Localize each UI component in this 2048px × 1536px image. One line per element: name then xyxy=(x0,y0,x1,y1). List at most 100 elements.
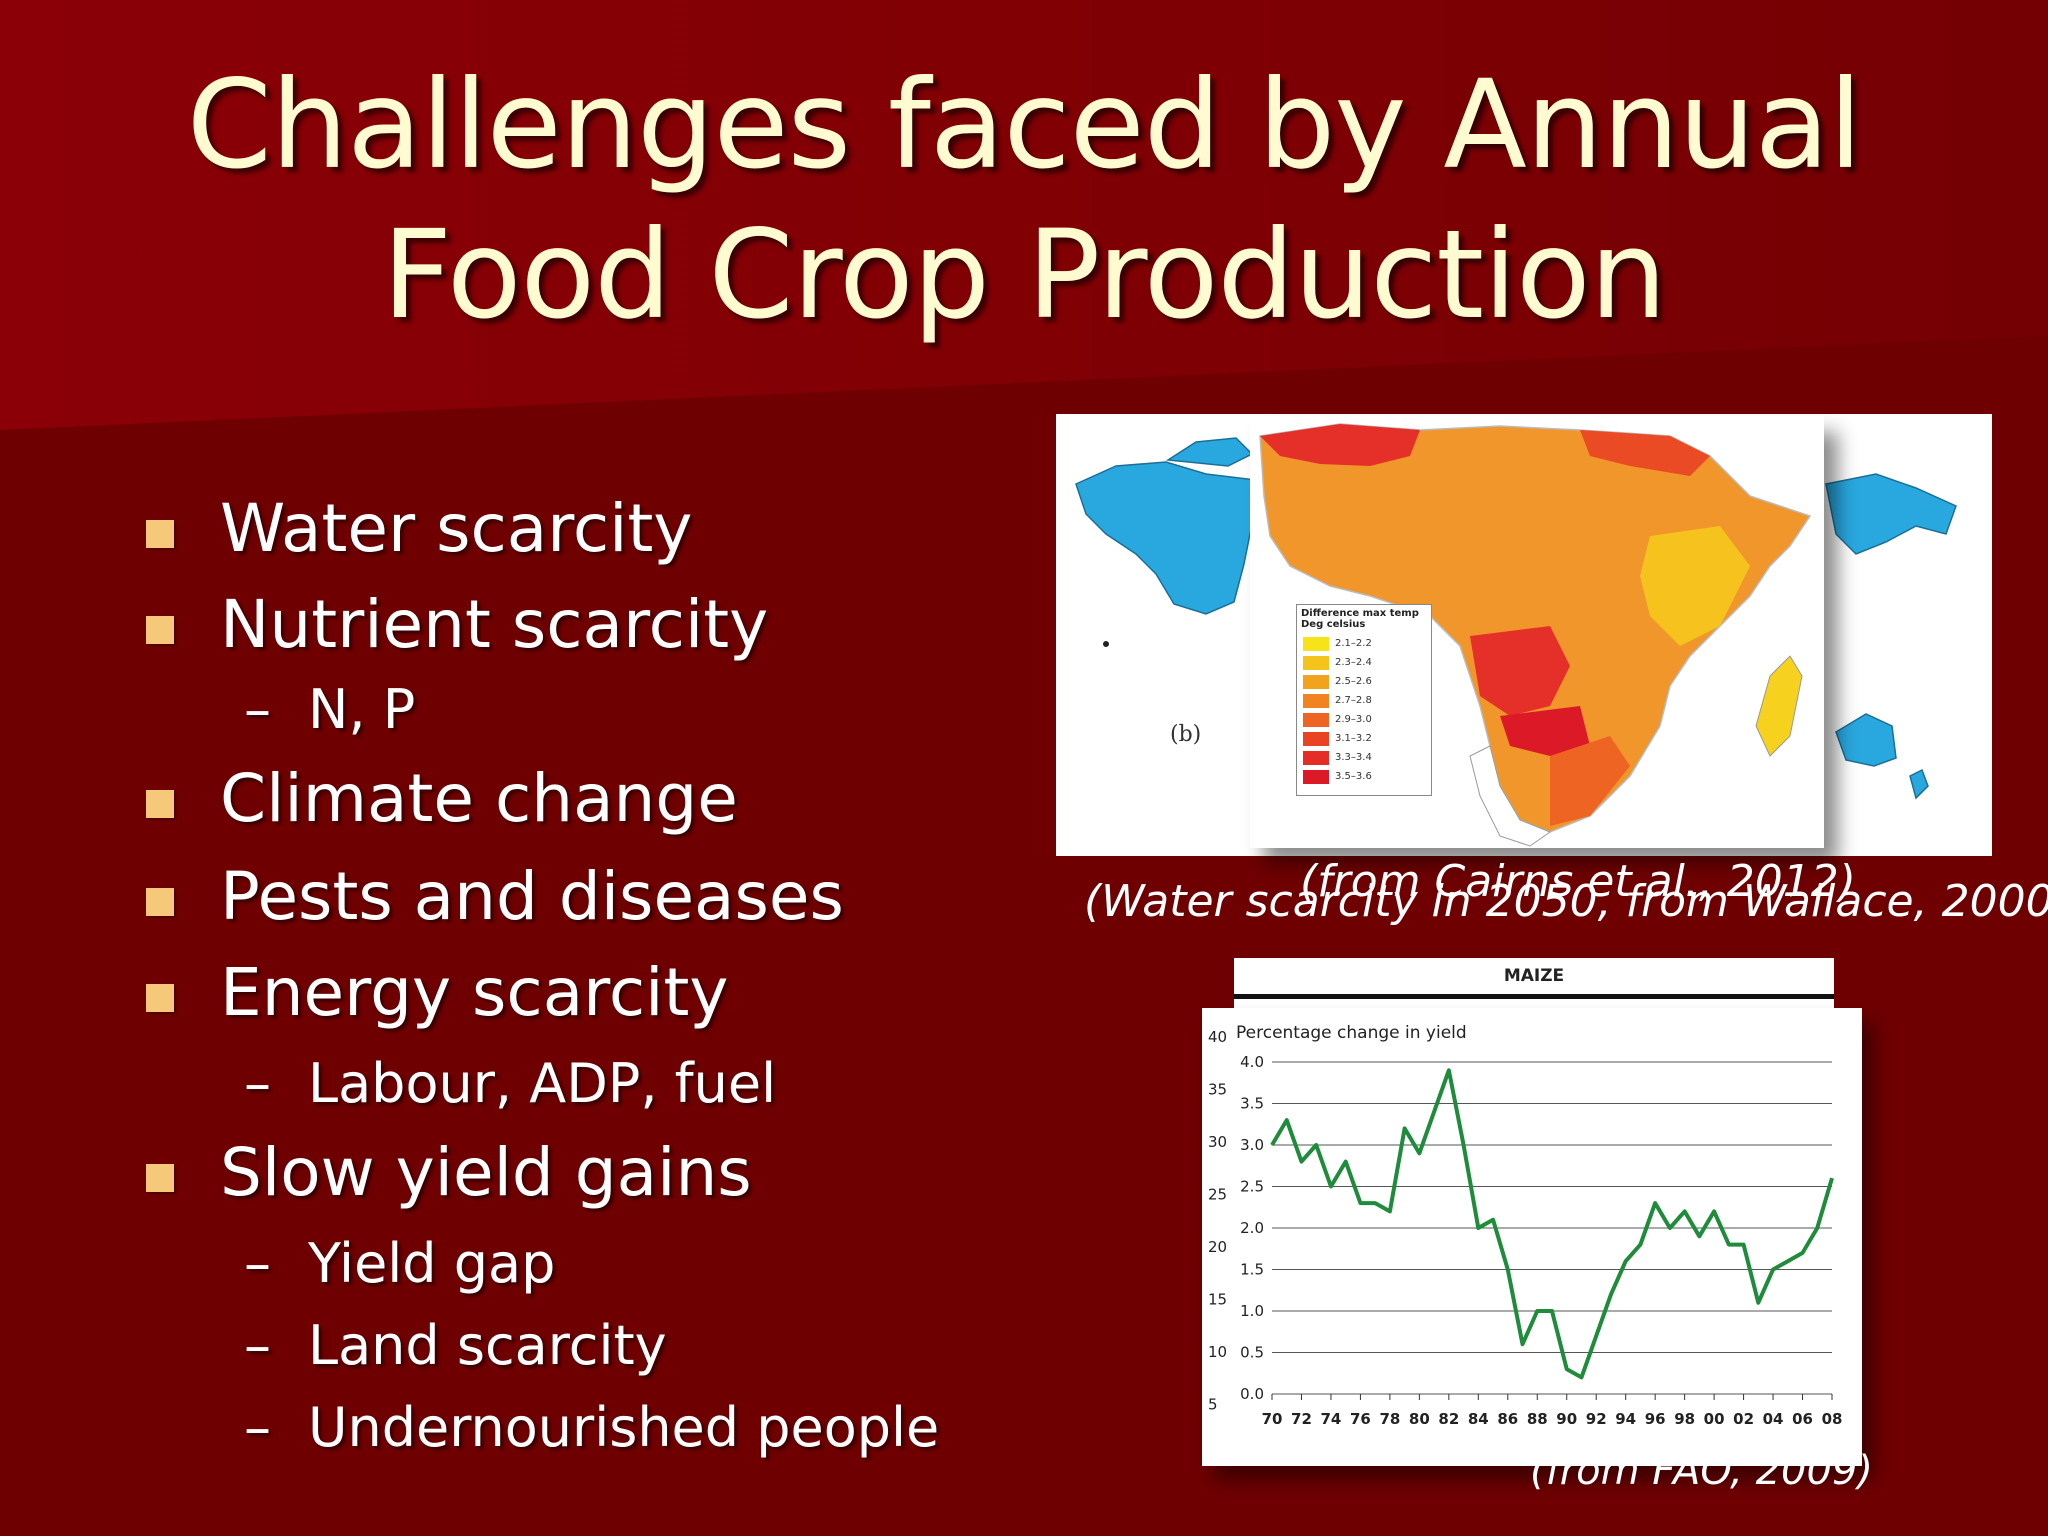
data-point xyxy=(1374,1202,1376,1204)
x-tick-label: 76 xyxy=(1350,1410,1371,1428)
square-bullet-icon xyxy=(146,1164,174,1192)
legend-item: 3.3–3.4 xyxy=(1303,748,1431,767)
data-point xyxy=(1477,1227,1479,1229)
data-point xyxy=(1389,1210,1391,1212)
bullet-text: Energy scarcity xyxy=(220,954,729,1031)
legend-swatch xyxy=(1303,750,1329,765)
square-bullet-icon xyxy=(146,888,174,916)
slide-title-line1: Challenges faced by Annual xyxy=(186,54,1863,196)
dash-bullet-icon: – xyxy=(244,1314,271,1377)
bullet-text: Yield gap xyxy=(308,1232,556,1295)
x-tick-label: 84 xyxy=(1468,1410,1489,1428)
africa-temperature-map: Difference max temp Deg celsius 2.1–2.2 2… xyxy=(1250,416,1824,848)
legend-items: 2.1–2.2 2.3–2.4 2.5–2.6 2.7–2.8 2.9–3.0 3.1–3… xyxy=(1297,634,1431,786)
world-map-graphic xyxy=(1075,437,1957,800)
legend-item: 2.7–2.8 xyxy=(1303,691,1431,710)
background-tick-label: 5 xyxy=(1208,1396,1218,1414)
dash-bullet-icon: – xyxy=(244,678,271,741)
bullet-text: Pests and diseases xyxy=(220,858,844,935)
square-bullet-icon xyxy=(146,984,174,1012)
y-tick-label: 1.0 xyxy=(1240,1302,1264,1320)
background-tick-label: 10 xyxy=(1208,1343,1227,1361)
data-point xyxy=(1654,1202,1656,1204)
x-tick-label: 74 xyxy=(1321,1410,1342,1428)
chart-title: MAIZE xyxy=(1503,966,1565,986)
legend-title: Difference max temp xyxy=(1301,608,1419,619)
data-point xyxy=(1669,1227,1671,1229)
x-tick-label: 80 xyxy=(1409,1410,1430,1428)
square-bullet-icon xyxy=(146,790,174,818)
data-point xyxy=(1713,1210,1715,1212)
legend-swatch xyxy=(1303,731,1329,746)
x-tick-label: 72 xyxy=(1291,1410,1312,1428)
data-point xyxy=(1330,1186,1332,1187)
y-tick-label: 4.0 xyxy=(1240,1053,1264,1071)
background-tick-label: 20 xyxy=(1208,1238,1227,1256)
data-point xyxy=(1625,1260,1627,1262)
y-tick-label: 1.5 xyxy=(1240,1261,1264,1279)
y-tick-label: 3.5 xyxy=(1240,1095,1264,1113)
map-inner-caption: (from Cairns et al., 2012) xyxy=(1300,856,1856,907)
x-tick-label: 88 xyxy=(1527,1410,1548,1428)
data-point xyxy=(1639,1244,1641,1246)
x-tick-label: 86 xyxy=(1497,1410,1518,1428)
legend-swatch xyxy=(1303,693,1329,708)
data-point xyxy=(1551,1310,1553,1312)
x-tick-label: 94 xyxy=(1615,1410,1636,1428)
data-point xyxy=(1359,1202,1361,1204)
maize-yield-chart: Percentage change in yield 40 35 30 25 20 15 10… xyxy=(1202,1008,1862,1466)
legend-label: 2.5–2.6 xyxy=(1335,676,1372,687)
legend-item: 2.3–2.4 xyxy=(1303,653,1431,672)
square-bullet-icon xyxy=(146,616,174,644)
data-point xyxy=(1698,1235,1700,1237)
data-point xyxy=(1271,1144,1273,1146)
legend-swatch xyxy=(1303,769,1329,784)
data-point xyxy=(1507,1269,1509,1270)
x-tick-label: 96 xyxy=(1645,1410,1666,1428)
data-point xyxy=(1772,1269,1774,1270)
data-point xyxy=(1492,1219,1494,1221)
x-tick-label: 02 xyxy=(1733,1410,1754,1428)
data-point xyxy=(1448,1069,1450,1071)
x-tick-label: 00 xyxy=(1704,1410,1725,1428)
map-outer-caption: (Water scarcity in 2050, from Wallace, 2… xyxy=(1084,876,2048,927)
y-tick-label: 2.0 xyxy=(1240,1219,1264,1237)
bullet-text: N, P xyxy=(308,678,416,741)
x-tick-label: 92 xyxy=(1586,1410,1607,1428)
data-point xyxy=(1536,1310,1538,1312)
legend-item: 2.1–2.2 xyxy=(1303,634,1431,653)
legend-swatch xyxy=(1303,655,1329,670)
legend-label: 2.9–3.0 xyxy=(1335,714,1372,725)
y-axis-label: Percentage change in yield xyxy=(1236,1023,1467,1043)
legend-label: 3.1–3.2 xyxy=(1335,733,1372,744)
legend-label: 3.5–3.6 xyxy=(1335,771,1372,782)
data-point xyxy=(1433,1111,1435,1113)
maize-yield-chart-svg: Percentage change in yield 40 35 30 25 20 15 10… xyxy=(1208,1023,1842,1428)
background-tick-label: 35 xyxy=(1208,1081,1227,1099)
bullet-text: Labour, ADP, fuel xyxy=(308,1052,777,1115)
square-bullet-icon xyxy=(146,520,174,548)
data-point xyxy=(1580,1376,1582,1378)
background-tick-label: 15 xyxy=(1208,1291,1227,1309)
bullet-text: Land scarcity xyxy=(308,1314,667,1377)
legend-swatch xyxy=(1303,712,1329,727)
legend-label: 2.7–2.8 xyxy=(1335,695,1372,706)
dash-bullet-icon: – xyxy=(244,1052,271,1115)
y-tick-label: 2.5 xyxy=(1240,1178,1264,1196)
dash-bullet-icon: – xyxy=(244,1396,271,1459)
data-point xyxy=(1418,1152,1420,1154)
data-point xyxy=(1300,1161,1302,1163)
legend-item: 3.5–3.6 xyxy=(1303,767,1431,786)
slide-title: Challenges faced by Annual Food Crop Pro… xyxy=(0,50,2048,350)
data-point xyxy=(1787,1260,1789,1262)
bullet-text: Climate change xyxy=(220,760,738,837)
data-point xyxy=(1831,1177,1833,1179)
x-tick-label: 70 xyxy=(1262,1410,1283,1428)
y-tick-label: 3.0 xyxy=(1240,1136,1264,1154)
y-tick-label: 0.0 xyxy=(1240,1385,1264,1403)
data-point xyxy=(1315,1144,1317,1146)
legend-item: 3.1–3.2 xyxy=(1303,729,1431,748)
data-point xyxy=(1728,1244,1730,1246)
legend-item: 2.5–2.6 xyxy=(1303,672,1431,691)
legend-swatch xyxy=(1303,636,1329,651)
